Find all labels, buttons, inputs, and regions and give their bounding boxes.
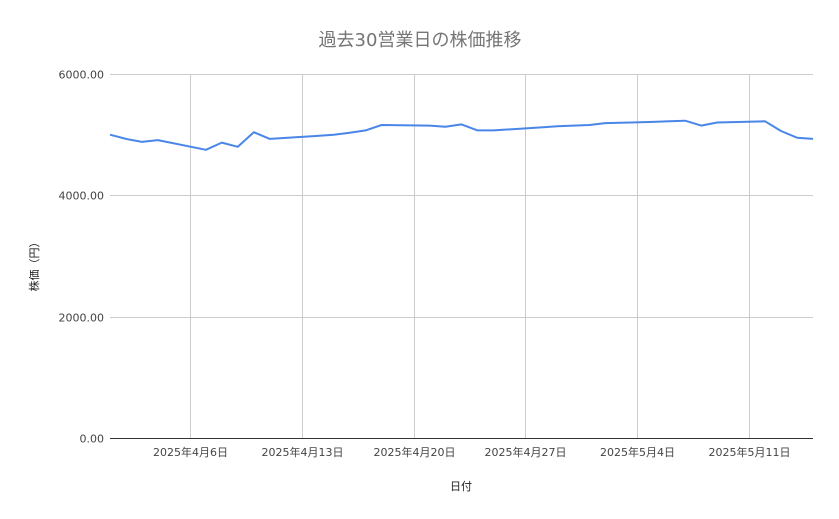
x-axis-label: 日付 [450, 480, 472, 493]
y-axis-label: 株価（円） [27, 237, 41, 292]
x-tick-label: 2025年5月4日 [600, 445, 675, 459]
y-tick-label: 2000.00 [59, 312, 105, 325]
y-tick-label: 4000.00 [59, 190, 105, 203]
y-tick-label: 6000.00 [59, 69, 105, 82]
x-tick-label: 2025年4月6日 [153, 445, 228, 459]
chart-title: 過去30営業日の株価推移 [319, 30, 522, 51]
y-tick-label: 0.00 [80, 433, 105, 446]
x-tick-label: 2025年4月27日 [485, 445, 567, 459]
x-tick-label: 2025年4月13日 [262, 445, 344, 459]
x-tick-label: 2025年4月20日 [374, 445, 456, 459]
x-tick-label: 2025年5月11日 [709, 445, 791, 459]
series-line [109, 119, 814, 151]
